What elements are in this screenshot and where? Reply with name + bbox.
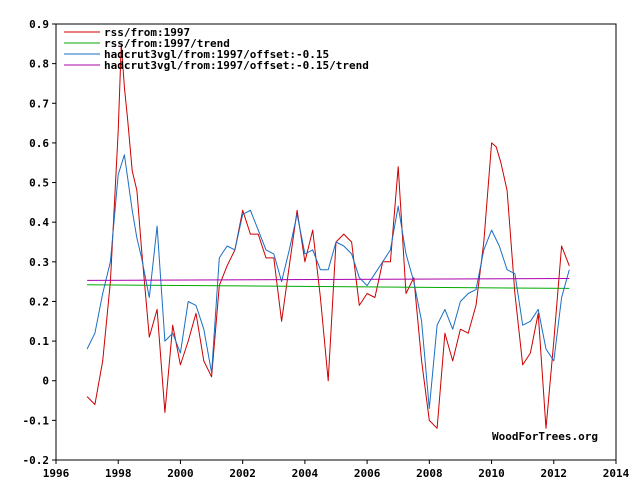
x-tick-label: 2002 <box>229 467 256 480</box>
x-tick-label: 1996 <box>43 467 70 480</box>
series-line-1 <box>87 284 570 289</box>
legend-label: rss/from:1997/trend <box>104 37 230 50</box>
y-tick-label: 0.2 <box>29 295 49 308</box>
plot-area-frame <box>55 23 617 461</box>
y-tick-label: -0.2 <box>23 454 50 467</box>
x-axis: 1996 1998 2000 2002 2004 2006 2008 2010 2012 2014 <box>43 460 630 480</box>
series-line-0 <box>86 43 570 429</box>
watermark: WoodForTrees.org <box>492 430 598 443</box>
x-tick-label: 2008 <box>416 467 443 480</box>
x-tick-label: 2006 <box>354 467 381 480</box>
y-tick-label: 0.3 <box>29 256 49 269</box>
y-axis: -0.2 -0.1 0 0.1 0.2 0.3 0.4 0.5 0.6 0.7 0.8 0.9 <box>23 18 56 467</box>
y-tick-label: 0.6 <box>29 137 49 150</box>
x-tick-label: 2014 <box>603 467 630 480</box>
legend-label: hadcrut3vgl/from:1997/offset:-0.15 <box>104 48 329 61</box>
x-tick-label: 2012 <box>541 467 568 480</box>
y-tick-label: -0.1 <box>23 414 50 427</box>
legend-label: rss/from:1997 <box>104 26 190 39</box>
y-tick-label: 0.4 <box>29 216 49 229</box>
series-line-3 <box>87 278 570 281</box>
x-tick-label: 2010 <box>478 467 505 480</box>
y-tick-label: 0.7 <box>29 97 49 110</box>
x-tick-label: 2004 <box>292 467 319 480</box>
x-tick-label: 2000 <box>167 467 194 480</box>
y-tick-label: 0.5 <box>29 177 49 190</box>
y-tick-label: 0.8 <box>29 58 49 71</box>
legend-label: hadcrut3vgl/from:1997/offset:-0.15/trend <box>104 59 369 72</box>
series-lines <box>86 43 570 429</box>
y-tick-label: 0 <box>42 375 49 388</box>
y-tick-label: 0.9 <box>29 18 49 31</box>
legend: rss/from:1997rss/from:1997/trendhadcrut3… <box>64 26 369 72</box>
series-line-2 <box>86 154 570 409</box>
y-tick-label: 0.1 <box>29 335 49 348</box>
x-tick-label: 1998 <box>105 467 132 480</box>
